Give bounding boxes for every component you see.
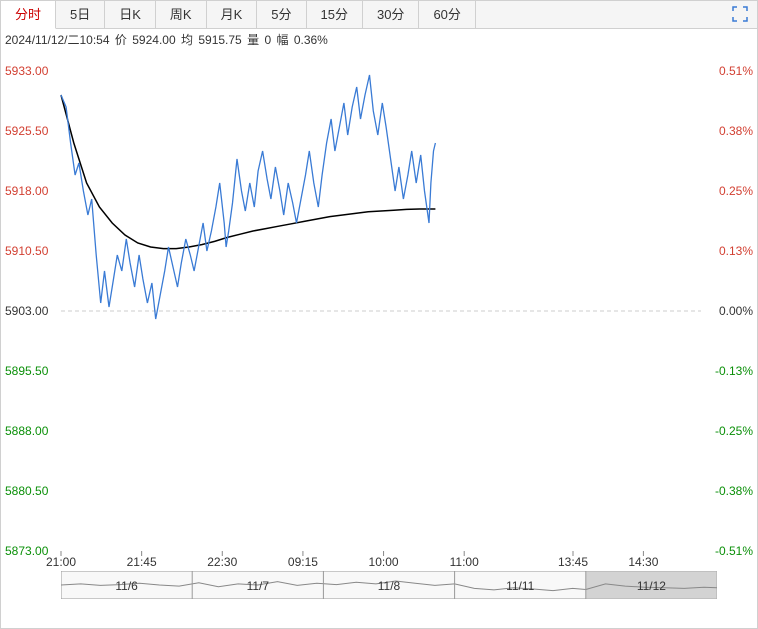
info-vol-label: 量: [247, 33, 259, 47]
x-tick: 21:00: [46, 555, 76, 569]
y-right-tick: 0.25%: [719, 184, 753, 198]
y-left-tick: 5910.50: [5, 244, 48, 258]
y-right-tick: 0.51%: [719, 64, 753, 78]
y-left-tick: 5895.50: [5, 364, 48, 378]
main-chart[interactable]: 5933.00 5925.50 5918.00 5910.50 5903.00 5895.…: [1, 51, 757, 571]
info-amp-value: 0.36%: [294, 33, 328, 47]
info-datetime: 2024/11/12/二10:54: [5, 33, 110, 47]
info-price-label: 价: [115, 33, 127, 47]
nav-date: 11/7: [247, 579, 269, 593]
info-vol-value: 0: [264, 33, 271, 47]
y-right-tick: -0.38%: [715, 484, 753, 498]
y-right-tick: -0.25%: [715, 424, 753, 438]
y-right-tick: -0.13%: [715, 364, 753, 378]
timeframe-tabs: 分时5日日K周K月K5分15分30分60分: [1, 1, 757, 29]
nav-date: 11/6: [115, 579, 137, 593]
tab-5日[interactable]: 5日: [56, 1, 105, 29]
tab-周K[interactable]: 周K: [156, 1, 207, 29]
y-left-tick: 5888.00: [5, 424, 48, 438]
tab-60分[interactable]: 60分: [419, 1, 475, 29]
nav-date: 11/12: [637, 579, 666, 593]
nav-date: 11/8: [378, 579, 400, 593]
tab-分时[interactable]: 分时: [1, 1, 56, 29]
x-tick: 11:00: [450, 555, 479, 569]
chart-container: 分时5日日K周K月K5分15分30分60分 2024/11/12/二10:54 …: [0, 0, 758, 629]
y-right-tick: -0.51%: [715, 544, 753, 558]
x-tick: 22:30: [207, 555, 237, 569]
y-left-tick: 5933.00: [5, 64, 48, 78]
x-tick: 13:45: [558, 555, 588, 569]
x-tick: 14:30: [628, 555, 658, 569]
info-avg-label: 均: [181, 33, 193, 47]
expand-icon[interactable]: [731, 5, 749, 28]
info-bar: 2024/11/12/二10:54 价 5924.00 均 5915.75 量 …: [1, 29, 757, 51]
tab-30分[interactable]: 30分: [363, 1, 419, 29]
y-left-tick: 5903.00: [5, 304, 48, 318]
y-left-tick: 5925.50: [5, 124, 48, 138]
x-tick: 10:00: [369, 555, 399, 569]
tab-日K[interactable]: 日K: [105, 1, 156, 29]
x-tick: 09:15: [288, 555, 318, 569]
y-right-tick: 0.00%: [719, 304, 753, 318]
info-price-value: 5924.00: [132, 33, 175, 47]
y-right-tick: 0.38%: [719, 124, 753, 138]
y-right-tick: 0.13%: [719, 244, 753, 258]
y-left-tick: 5873.00: [5, 544, 48, 558]
tab-5分[interactable]: 5分: [257, 1, 306, 29]
tab-月K[interactable]: 月K: [207, 1, 258, 29]
y-left-tick: 5880.50: [5, 484, 48, 498]
y-left-tick: 5918.00: [5, 184, 48, 198]
info-amp-label: 幅: [276, 33, 288, 47]
nav-date: 11/11: [506, 579, 534, 593]
tab-15分[interactable]: 15分: [307, 1, 363, 29]
x-tick: 21:45: [127, 555, 157, 569]
date-navigator[interactable]: 11/6 11/7 11/8 11/11 11/12: [1, 571, 757, 601]
info-avg-value: 5915.75: [198, 33, 241, 47]
